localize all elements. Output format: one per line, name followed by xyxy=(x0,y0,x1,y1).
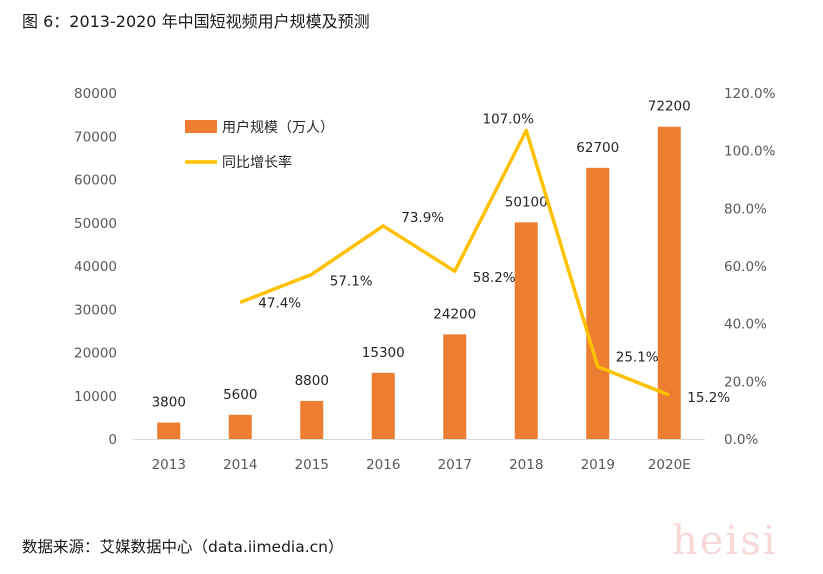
bar-data-label: 3800 xyxy=(152,395,186,411)
source-note: 数据来源：艾媒数据中心（data.iimedia.cn） xyxy=(22,538,344,556)
y-left-tick-label: 80000 xyxy=(74,86,117,102)
legend-bar-label: 用户规模（万人） xyxy=(222,119,334,136)
bar-data-label: 24200 xyxy=(433,306,476,322)
bar xyxy=(157,422,181,439)
chart-title: 图 6：2013-2020 年中国短视频用户规模及预测 xyxy=(22,12,370,31)
y-left-tick-label: 20000 xyxy=(74,346,117,362)
bar xyxy=(300,400,324,439)
bar-data-label: 50100 xyxy=(505,194,548,210)
y-left-tick-label: 70000 xyxy=(74,129,117,145)
line-data-label: 25.1% xyxy=(616,350,659,366)
y-left-tick-label: 30000 xyxy=(74,302,117,318)
legend-line-label: 同比增长率 xyxy=(222,154,292,171)
bar xyxy=(443,334,467,439)
growth-line xyxy=(239,128,670,397)
y-left-tick-label: 0 xyxy=(108,432,117,448)
bar xyxy=(514,222,538,439)
bar-data-label: 5600 xyxy=(223,387,257,403)
bar-data-label: 62700 xyxy=(576,140,619,156)
y-right-tick-label: 120.0% xyxy=(724,86,776,102)
bar-data-label: 8800 xyxy=(295,373,329,389)
line-data-label: 15.2% xyxy=(687,390,730,406)
y-right-tick-label: 40.0% xyxy=(724,317,767,333)
x-tick-label: 2019 xyxy=(581,457,615,473)
x-tick-label: 2016 xyxy=(366,457,400,473)
bar xyxy=(586,167,610,439)
bar-data-label: 15300 xyxy=(362,345,405,361)
y-left-tick-label: 60000 xyxy=(74,173,117,189)
x-tick-label: 2014 xyxy=(223,457,257,473)
line-data-label: 57.1% xyxy=(330,273,373,289)
y-left-tick-label: 50000 xyxy=(74,216,117,232)
bar xyxy=(228,414,252,439)
line-data-label: 73.9% xyxy=(401,210,444,226)
watermark: heisi xyxy=(672,518,778,564)
x-tick-label: 2017 xyxy=(438,457,472,473)
bar xyxy=(371,372,395,439)
x-tick-label: 2018 xyxy=(509,457,543,473)
y-right-tick-label: 100.0% xyxy=(724,144,776,160)
line-data-label: 107.0% xyxy=(483,111,535,127)
line-data-label: 58.2% xyxy=(473,270,516,286)
line-data-label: 47.4% xyxy=(258,295,301,311)
y-left-tick-label: 40000 xyxy=(74,259,117,275)
y-right-tick-label: 20.0% xyxy=(724,374,767,390)
y-right-tick-label: 0.0% xyxy=(724,432,758,448)
x-tick-label: 2013 xyxy=(152,457,186,473)
y-left-tick-label: 10000 xyxy=(74,389,117,405)
legend-bar-swatch xyxy=(185,120,217,133)
y-right-tick-label: 60.0% xyxy=(724,259,767,275)
x-tick-label: 2020E xyxy=(648,457,691,473)
x-tick-label: 2015 xyxy=(295,457,329,473)
y-right-tick-label: 80.0% xyxy=(724,201,767,217)
bar-data-label: 72200 xyxy=(648,99,691,115)
bar xyxy=(657,126,681,440)
